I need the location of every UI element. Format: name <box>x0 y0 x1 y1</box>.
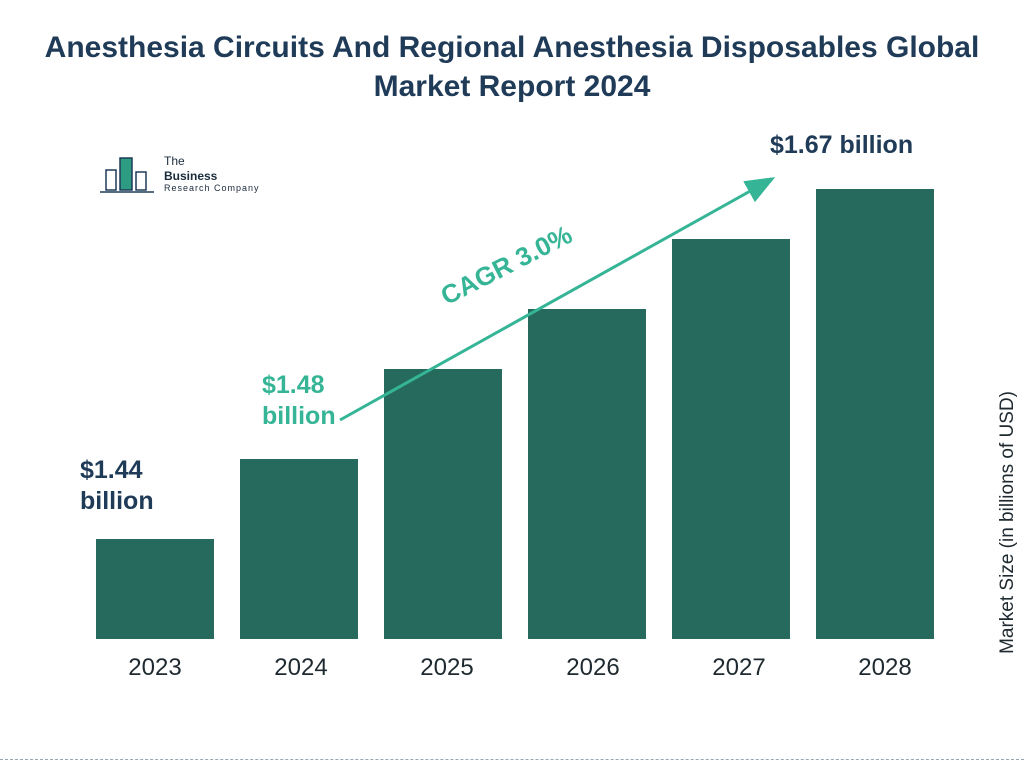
bar-rect-2027 <box>672 239 790 639</box>
callout-2024-l1: $1.48 <box>262 371 325 399</box>
chart-title: Anesthesia Circuits And Regional Anesthe… <box>0 0 1024 106</box>
xlabel-2028: 2028 <box>820 654 950 682</box>
chart-area: 2023 2024 2025 2026 2027 2028 <box>80 140 950 700</box>
xlabel-2023: 2023 <box>90 654 220 682</box>
bar-rect-2024 <box>240 459 358 639</box>
callout-2028-text: $1.67 billion <box>770 131 913 159</box>
bar-rect-2023 <box>96 539 214 639</box>
bar-2023 <box>90 539 220 639</box>
bar-2026 <box>522 309 652 639</box>
bar-2025 <box>378 369 508 639</box>
bar-rect-2028 <box>816 189 934 639</box>
callout-2024: $1.48 billion <box>262 370 336 433</box>
bar-2027 <box>666 239 796 639</box>
bar-rect-2026 <box>528 309 646 639</box>
callout-2028: $1.67 billion <box>770 130 913 161</box>
bar-group <box>80 160 950 640</box>
bar-rect-2025 <box>384 369 502 639</box>
callout-2023-l1: $1.44 <box>80 456 143 484</box>
bar-2024 <box>234 459 364 639</box>
callout-2023-l2: billion <box>80 487 154 515</box>
bar-2028 <box>810 189 940 639</box>
y-axis-label: Market Size (in billions of USD) <box>997 391 1019 654</box>
xlabel-2027: 2027 <box>674 654 804 682</box>
xlabel-2026: 2026 <box>528 654 658 682</box>
callout-2024-l2: billion <box>262 402 336 430</box>
bottom-dashed-line <box>0 759 1024 760</box>
y-axis-text: Market Size (in billions of USD) <box>997 391 1018 654</box>
xlabel-2025: 2025 <box>382 654 512 682</box>
title-text: Anesthesia Circuits And Regional Anesthe… <box>45 31 980 103</box>
xlabel-2024: 2024 <box>236 654 366 682</box>
callout-2023: $1.44 billion <box>80 455 154 518</box>
